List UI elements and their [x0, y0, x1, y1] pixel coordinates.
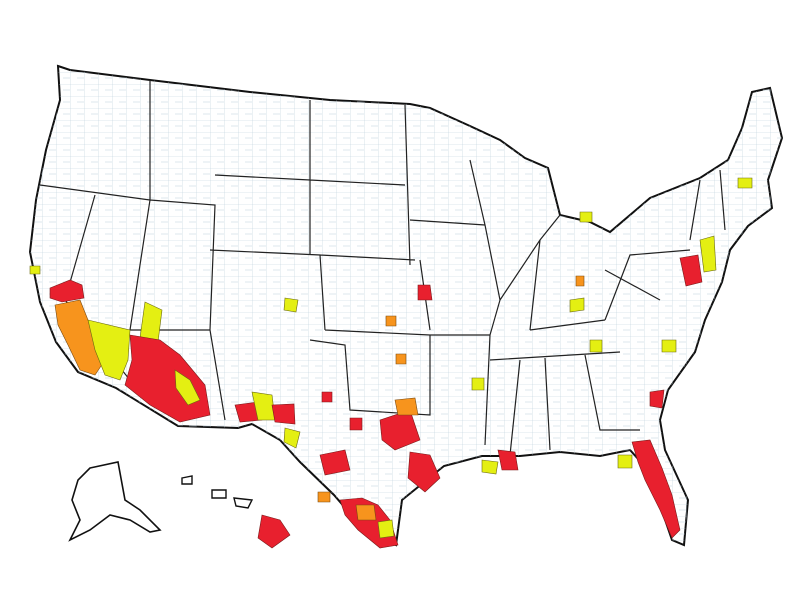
county-yellow — [174, 369, 201, 406]
county-yellow — [661, 339, 677, 353]
hawaii-island — [233, 497, 254, 509]
county-yellow — [377, 519, 395, 539]
county-yellow — [569, 297, 585, 313]
county-red — [349, 417, 363, 431]
county-red — [631, 439, 681, 539]
county-red — [271, 403, 296, 425]
county-yellow — [617, 454, 633, 469]
county-yellow — [589, 339, 603, 353]
county-red — [407, 451, 441, 493]
county-orange — [54, 299, 106, 376]
county-red — [319, 449, 351, 476]
county-red — [49, 279, 85, 303]
county-orange — [575, 275, 585, 287]
alaska — [68, 461, 162, 542]
county-orange — [394, 397, 419, 416]
hawaii-island — [181, 475, 193, 485]
county-yellow — [29, 265, 41, 275]
county-orange — [395, 353, 407, 365]
hawaii-island — [211, 489, 227, 499]
county-orange — [385, 315, 397, 327]
state-lines — [39, 80, 726, 456]
county-orange — [355, 504, 377, 521]
county-red — [417, 284, 433, 301]
county-red — [497, 449, 519, 471]
county-orange — [317, 491, 331, 503]
county-yellow — [283, 297, 299, 313]
county-red — [649, 389, 665, 409]
hawaii-island-red — [257, 514, 291, 549]
alaska-land — [68, 461, 162, 542]
county-yellow — [699, 235, 717, 273]
county-yellow — [481, 459, 499, 475]
county-yellow — [737, 177, 753, 189]
county-red — [679, 254, 703, 287]
county-red — [321, 391, 333, 403]
hawaii — [181, 475, 291, 549]
county-yellow — [471, 377, 485, 391]
county-yellow — [579, 211, 593, 223]
highlighted-counties — [29, 177, 753, 549]
state-line — [39, 80, 726, 456]
county-yellow — [87, 319, 131, 381]
county-yellow — [283, 427, 301, 449]
